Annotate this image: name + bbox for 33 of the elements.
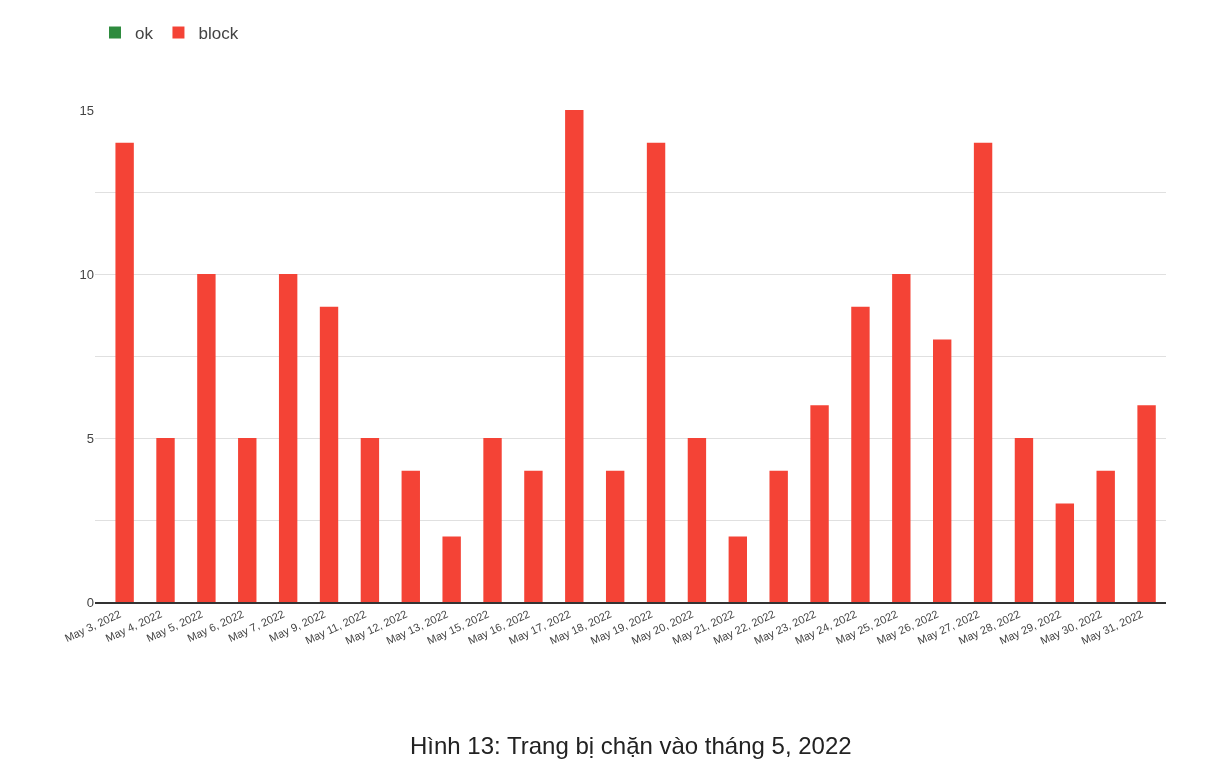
y-tick-label: 15 — [79, 102, 94, 118]
bar — [973, 142, 993, 602]
bar — [401, 470, 420, 602]
bar — [1137, 405, 1156, 602]
legend-label: ok — [135, 24, 154, 44]
bar — [115, 142, 134, 602]
bar — [728, 536, 747, 602]
bar — [565, 110, 584, 602]
bar — [1055, 503, 1075, 602]
bar — [442, 536, 461, 602]
bar — [197, 274, 216, 602]
y-tick-label: 0 — [86, 594, 94, 610]
bar — [360, 438, 380, 602]
bar — [319, 306, 339, 602]
bar — [687, 438, 707, 602]
bar — [1014, 438, 1034, 602]
bar — [810, 405, 829, 602]
bar — [1096, 470, 1115, 602]
bar — [769, 470, 788, 602]
bar — [483, 438, 502, 602]
bar — [605, 470, 625, 602]
legend-label: block — [198, 24, 239, 44]
bar — [892, 274, 911, 602]
bar — [646, 142, 666, 602]
bar — [933, 339, 952, 602]
y-tick-label: 5 — [86, 430, 94, 446]
bar — [278, 274, 298, 602]
bar — [156, 438, 175, 602]
bar — [238, 438, 257, 602]
bar — [524, 470, 543, 602]
y-tick-label: 10 — [79, 266, 94, 282]
text: Hình 13: Trang bị chặn vào tháng 5, 2022 — [410, 732, 852, 759]
bar — [851, 306, 870, 602]
